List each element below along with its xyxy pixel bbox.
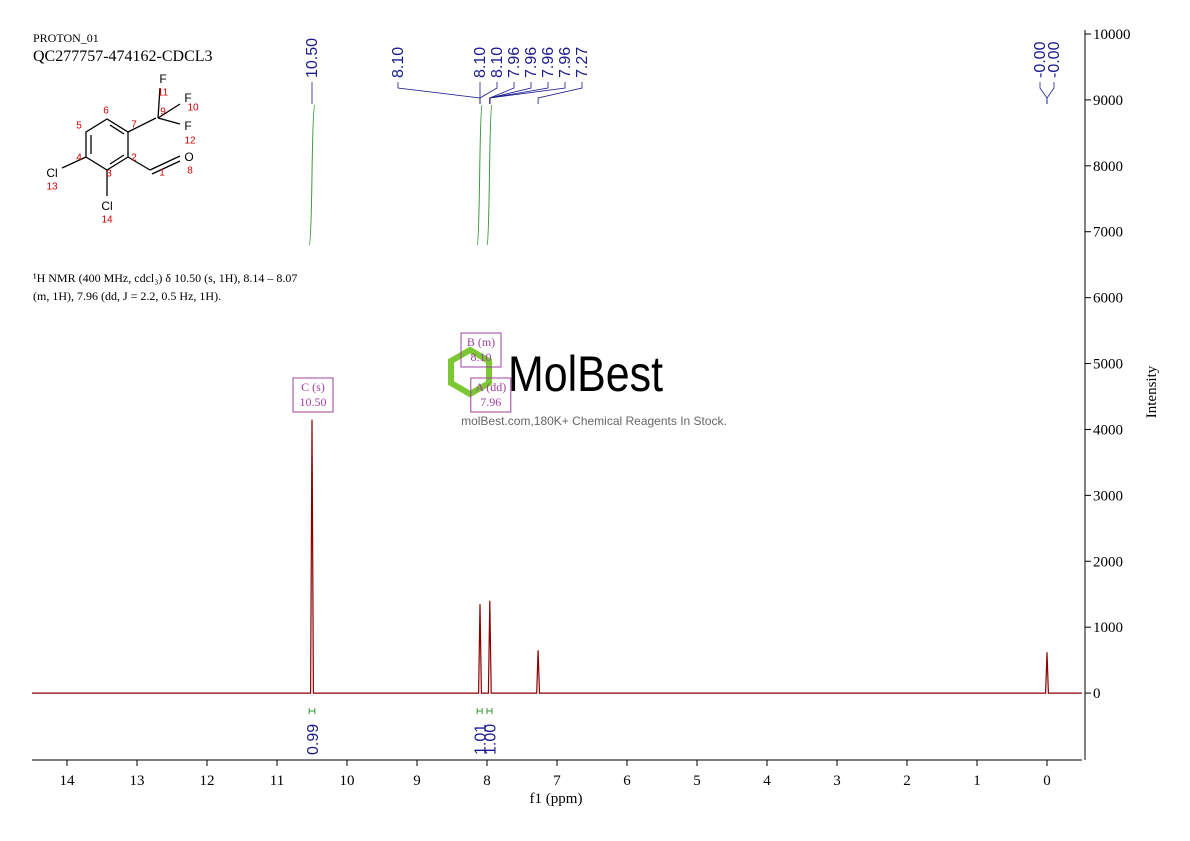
atom-number: 11 [158,88,169,99]
structure-bonds [61,87,181,196]
y-tick-label: 9000 [1093,93,1123,109]
peak-label: 8.10 [390,47,407,78]
integral-bracket [308,708,316,714]
x-tick-label: 5 [693,773,701,789]
atom-number: 4 [76,153,82,164]
atom-number: 10 [187,103,199,114]
x-tick-label: 4 [763,773,771,789]
integral-curve [486,104,493,246]
integral-label: 0.99 [305,724,322,755]
logo [448,346,492,398]
x-tick-label: 11 [270,773,284,789]
atom-label: F [184,91,191,105]
y-axis-title: Intensity [1144,365,1160,418]
integral-curve [476,104,483,246]
x-tick-label: 2 [903,773,911,789]
x-tick-label: 0 [1043,773,1051,789]
peak-leader [537,82,583,104]
multiplet-name: B (m) [467,335,495,349]
x-tick-label: 7 [553,773,561,789]
atom-number: 5 [76,121,82,132]
atom-number: 13 [46,182,58,193]
atom-number: 14 [101,215,113,226]
atom-number: 1 [159,168,165,179]
peak-label: 8.10 [472,47,489,78]
y-tick-label: 0 [1093,686,1101,702]
peak-label: 7.96 [523,47,540,78]
nmr-description: ¹H NMR (400 MHz, cdcl₃) δ 10.50 (s, 1H),… [33,271,297,285]
multiplet-box [292,377,334,413]
watermark: MolBest molBest.com,180K+ Chemical Reage… [448,346,727,428]
x-tick-label: 3 [833,773,841,789]
peak-label: 10.50 [304,38,321,78]
integral-bracket [476,708,483,714]
atom-number: 7 [131,120,137,131]
peak-label: 7.96 [540,47,557,78]
atom-number: 2 [131,153,137,164]
peak-label: 7.96 [557,47,574,78]
x-tick-label: 12 [200,773,215,789]
x-tick-label: 9 [413,773,421,789]
peak-leader [479,82,498,104]
x-tick-label: 14 [60,773,76,789]
x-tick-label: 1 [973,773,981,789]
y-tick-label: 3000 [1093,488,1123,504]
peak-label: 8.10 [489,47,506,78]
y-tick-label: 4000 [1093,422,1123,438]
integral-bracket [486,708,493,714]
y-tick-label: 5000 [1093,357,1123,373]
integral-label: 1.01 [473,724,490,755]
atom-label: Cl [101,199,112,213]
nmr-description: (m, 1H), 7.96 (dd, J = 2.2, 0.5 Hz, 1H). [33,289,221,303]
atom-label: O [184,150,193,164]
multiplet-name: C (s) [301,380,325,394]
x-axis-title: f1 (ppm) [530,791,583,807]
y-tick-label: 1000 [1093,620,1123,636]
multiplet-shift: 7.96 [480,395,501,409]
x-tick-label: 8 [483,773,491,789]
structure-labels: F 11 F 10 9 F 12 6 7 5 2 O 4 1 8 Cl 13 3… [46,72,199,225]
peak-leader [1046,82,1055,104]
peak-label: 7.96 [506,47,523,78]
atom-label: F [159,72,166,86]
x-tick-label: 13 [130,773,145,789]
integral-label: 1.00 [482,724,499,755]
multiplet-name: A (dd) [475,380,506,394]
sample-name: QC277757-474162-CDCL3 [33,48,213,65]
peak-leader [397,82,481,104]
experiment-name: PROTON_01 [33,31,99,45]
brand: MolBest [508,346,663,402]
x-tick-label: 6 [623,773,631,789]
integral-curve [308,104,316,246]
atom-number: 12 [184,136,196,147]
spectrum [32,419,1082,694]
y-tick-label: 2000 [1093,554,1123,570]
y-tick-label: 10000 [1093,27,1131,43]
atom-label: Cl [46,166,57,180]
x-tick-label: 10 [340,773,355,789]
peak-label: -0.00 [1046,41,1063,78]
y-tick-label: 6000 [1093,291,1123,307]
multiplet-box [460,332,502,368]
peak-leader [489,82,566,104]
multiplet-shift: 8.10 [471,350,492,364]
atom-number: 9 [160,107,166,118]
peak-leader [1039,82,1048,104]
atom-number: 6 [103,106,109,117]
multiplet-box [470,377,512,413]
tagline: molBest.com,180K+ Chemical Reagents In S… [461,414,727,428]
y-tick-label: 8000 [1093,159,1123,175]
peak-label: -0.00 [1032,41,1049,78]
peak-leader [489,82,549,104]
multiplet-shift: 10.50 [300,395,327,409]
y-tick-label: 7000 [1093,225,1123,241]
peak-label: 7.27 [574,47,591,78]
atom-number: 3 [106,169,112,180]
atom-label: F [184,119,191,133]
atom-number: 8 [187,166,193,177]
